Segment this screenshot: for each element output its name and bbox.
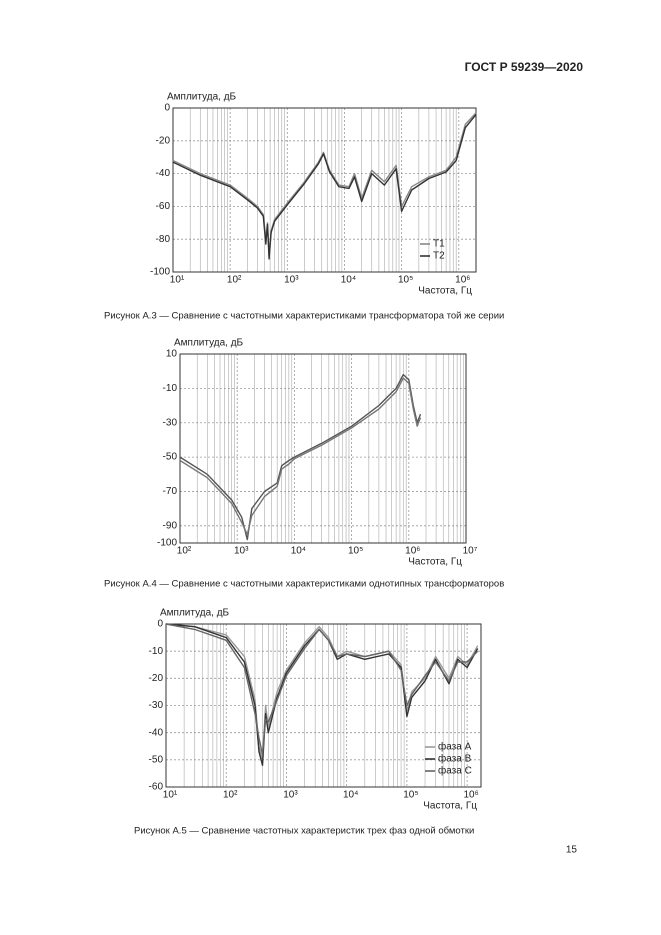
- y-tick-label: -40: [156, 168, 171, 179]
- x-axis-label: Частота, Гц: [408, 557, 462, 568]
- y-tick-label: -100: [157, 538, 177, 549]
- x-tick-label: 10³: [284, 275, 299, 286]
- x-tick-label: 10⁴: [343, 790, 358, 801]
- x-tick-label: 10¹: [163, 790, 178, 801]
- series-line: [165, 623, 479, 756]
- x-tick-label: 10²: [177, 546, 192, 557]
- plot-frame: [179, 353, 467, 544]
- x-tick-label: 10²: [223, 790, 238, 801]
- y-tick-label: -50: [163, 452, 178, 463]
- y-tick-label: 0: [157, 619, 163, 630]
- x-tick-label: 10¹: [170, 275, 185, 286]
- legend-label: T1: [433, 239, 445, 250]
- legend-label: фаза А: [438, 741, 472, 753]
- y-tick-label: -30: [163, 417, 178, 428]
- y-tick-label: -50: [149, 754, 164, 765]
- y-tick-label: -60: [156, 201, 171, 212]
- figure-caption: Рисунок А.4 — Сравнение с частотными хар…: [104, 579, 504, 590]
- y-tick-label: -10: [149, 646, 164, 657]
- page-number: 15: [566, 845, 578, 856]
- x-tick-label: 10⁶: [455, 275, 470, 286]
- y-axis-label: Амплитуда, дБ: [167, 92, 237, 103]
- y-tick-label: -90: [163, 520, 178, 531]
- legend-label: фаза С: [438, 765, 472, 777]
- x-tick-label: 10⁴: [291, 546, 306, 557]
- x-tick-label: 10⁵: [403, 790, 418, 801]
- y-tick-label: -20: [156, 135, 171, 146]
- y-tick-label: -100: [150, 267, 170, 278]
- series-line: [179, 373, 422, 541]
- figure-caption: Рисунок А.3 — Сравнение с частотными хар…: [104, 311, 504, 322]
- y-tick-label: -80: [156, 234, 171, 245]
- x-tick-label: 10²: [227, 275, 242, 286]
- y-tick-label: -70: [163, 486, 178, 497]
- series-line: [172, 114, 477, 260]
- x-axis-label: Частота, Гц: [423, 801, 477, 812]
- plot-frame: [165, 623, 482, 788]
- x-tick-label: 10⁶: [463, 790, 478, 801]
- x-tick-label: 10⁴: [341, 275, 356, 286]
- plot-frame: [172, 107, 477, 273]
- series-line: [179, 377, 422, 536]
- y-tick-label: -10: [163, 383, 178, 394]
- y-tick-label: -40: [149, 727, 164, 738]
- x-tick-label: 10³: [234, 546, 249, 557]
- page-header: ГОСТ Р 59239—2020: [465, 60, 584, 74]
- x-axis-label: Частота, Гц: [418, 286, 472, 297]
- x-tick-label: 10⁶: [405, 546, 420, 557]
- figure-caption: Рисунок А.5 — Сравнение частотных характ…: [134, 826, 474, 837]
- y-tick-label: 0: [164, 103, 170, 114]
- y-axis-label: Амплитуда, дБ: [160, 608, 230, 619]
- x-tick-label: 10³: [283, 790, 298, 801]
- legend-label: фаза В: [438, 753, 472, 765]
- y-axis-label: Амплитуда, дБ: [174, 338, 244, 349]
- x-tick-label: 10⁵: [348, 546, 363, 557]
- x-tick-label: 10⁵: [398, 275, 413, 286]
- y-tick-label: 10: [166, 349, 178, 360]
- x-tick-label: 10⁷: [463, 546, 478, 557]
- y-tick-label: -20: [149, 673, 164, 684]
- y-tick-label: -30: [149, 700, 164, 711]
- legend-label: T2: [433, 251, 445, 262]
- y-tick-label: -60: [149, 782, 164, 793]
